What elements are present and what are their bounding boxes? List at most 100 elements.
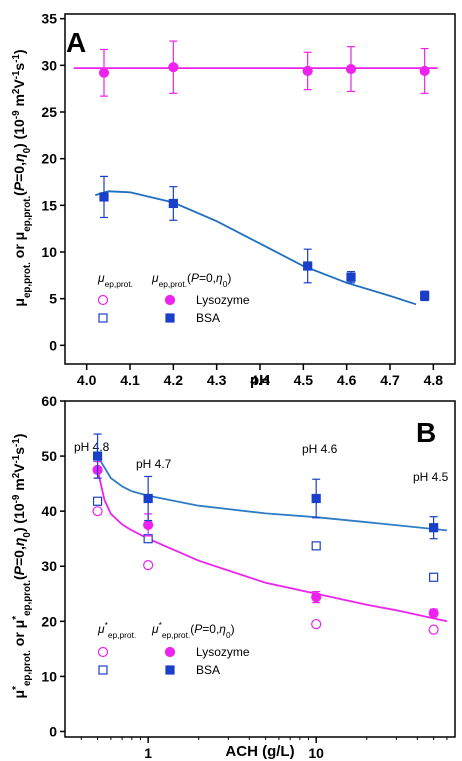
fit-line bbox=[96, 469, 448, 623]
label-part: ep,prot. bbox=[162, 630, 190, 640]
point bbox=[345, 63, 357, 75]
y-tick-label: 35 bbox=[41, 11, 57, 27]
point bbox=[311, 618, 322, 630]
point bbox=[420, 291, 430, 301]
point bbox=[99, 192, 109, 202]
point bbox=[303, 261, 313, 271]
y-tick-label: 0 bbox=[49, 723, 57, 739]
point bbox=[143, 560, 154, 571]
x-tick-label: 4.2 bbox=[164, 372, 184, 388]
label-part: or bbox=[11, 240, 27, 262]
label-part: μ bbox=[11, 690, 27, 699]
label-part: 0 bbox=[223, 279, 228, 289]
label-part: η bbox=[216, 271, 223, 285]
label-part: =0, bbox=[199, 271, 216, 285]
label-part: P bbox=[11, 565, 27, 575]
label-part: (10 bbox=[11, 503, 27, 527]
y-tick-label: 30 bbox=[41, 558, 57, 574]
label-part: ) bbox=[231, 622, 235, 636]
y-tick-label: 5 bbox=[49, 291, 57, 307]
label-part: * bbox=[159, 620, 163, 630]
x-tick-label: 4.5 bbox=[294, 372, 314, 388]
annotation: pH 4.7 bbox=[136, 457, 172, 471]
point bbox=[143, 519, 154, 531]
annotation: pH 4.5 bbox=[413, 470, 449, 484]
label-part: μ bbox=[97, 271, 105, 285]
point bbox=[92, 451, 103, 461]
label-part: ) bbox=[227, 271, 231, 285]
label-part: 0 bbox=[226, 630, 231, 640]
y-tick-label: 20 bbox=[41, 613, 57, 629]
x-tick-label: 10 bbox=[308, 745, 324, 761]
point bbox=[98, 67, 110, 78]
label-part: ep,prot. bbox=[22, 262, 33, 298]
x-tick-label: 1 bbox=[144, 745, 152, 761]
label-part: -1 bbox=[11, 54, 22, 63]
label-part: -1 bbox=[11, 454, 22, 463]
y-tick-label: 40 bbox=[41, 503, 57, 519]
label-part: s bbox=[11, 447, 27, 455]
label-part: =0, bbox=[11, 162, 27, 182]
x-tick-label: 4.4 bbox=[250, 372, 270, 388]
legend-label: Lysozyme bbox=[196, 645, 250, 659]
label-part: ) bbox=[11, 527, 27, 532]
panel-label: B bbox=[416, 417, 436, 448]
label-part: ep,prot. bbox=[22, 196, 33, 232]
y-tick-label: 10 bbox=[41, 244, 57, 260]
label-part: ( bbox=[190, 622, 194, 636]
label-part: μ bbox=[11, 620, 27, 629]
y-tick-label: 50 bbox=[41, 448, 57, 464]
label-part: η bbox=[11, 153, 27, 162]
legend-symbol bbox=[97, 294, 109, 306]
label-part: ep,prot. bbox=[22, 650, 33, 686]
annotation: pH 4.8 bbox=[74, 440, 110, 454]
legend-header: μ*ep,prot.(P=0,η0) bbox=[151, 620, 235, 640]
point bbox=[143, 493, 153, 504]
label-part: * bbox=[11, 686, 22, 690]
point bbox=[92, 496, 103, 506]
legend-label: Lysozyme bbox=[196, 293, 250, 307]
label-part: ep,prot. bbox=[22, 580, 33, 616]
label-part: (10 bbox=[11, 119, 27, 143]
label-part: V bbox=[11, 463, 27, 473]
label-part: ep,prot. bbox=[108, 630, 136, 640]
label-part: ) bbox=[11, 143, 27, 148]
label-part: P bbox=[194, 622, 202, 636]
legend-symbol bbox=[98, 665, 108, 675]
y-tick-label: 25 bbox=[41, 104, 57, 120]
legend-header: μep,prot. bbox=[97, 271, 133, 289]
legend-symbol bbox=[98, 313, 108, 323]
point bbox=[302, 65, 313, 77]
y-tick-label: 15 bbox=[41, 197, 57, 213]
point bbox=[428, 607, 439, 619]
label-part: -9 bbox=[11, 110, 22, 119]
point bbox=[429, 572, 439, 582]
label-part: P bbox=[191, 271, 199, 285]
label-part: ep,prot. bbox=[159, 279, 187, 289]
legend-symbol bbox=[164, 646, 176, 658]
annotation: pH 4.6 bbox=[302, 442, 338, 456]
label-part: -9 bbox=[11, 494, 22, 503]
legend-symbol bbox=[165, 665, 175, 675]
label-part: μ bbox=[151, 271, 159, 285]
label-part: μ bbox=[11, 232, 27, 241]
plot-frame bbox=[64, 400, 456, 738]
x-tick-label: 4.0 bbox=[77, 372, 97, 388]
y-tick-label: 60 bbox=[41, 393, 57, 409]
label-part: ( bbox=[11, 191, 27, 196]
x-axis-label: pH bbox=[250, 372, 270, 389]
label-part: ( bbox=[187, 271, 191, 285]
point bbox=[428, 624, 439, 635]
legend-symbol bbox=[97, 646, 109, 658]
label-part: s bbox=[11, 63, 27, 71]
label-part: 2 bbox=[11, 88, 22, 94]
legend-label: BSA bbox=[196, 663, 220, 677]
y-axis-label: μ*ep,prot. or μ*ep,prot.(P=0,η0) (10-9 m… bbox=[11, 434, 33, 699]
x-tick-label: 4.3 bbox=[207, 372, 227, 388]
x-tick-label: 4.7 bbox=[380, 372, 400, 388]
x-tick-label: 4.6 bbox=[337, 372, 357, 388]
plot-frame bbox=[64, 13, 456, 365]
label-part: * bbox=[105, 620, 109, 630]
